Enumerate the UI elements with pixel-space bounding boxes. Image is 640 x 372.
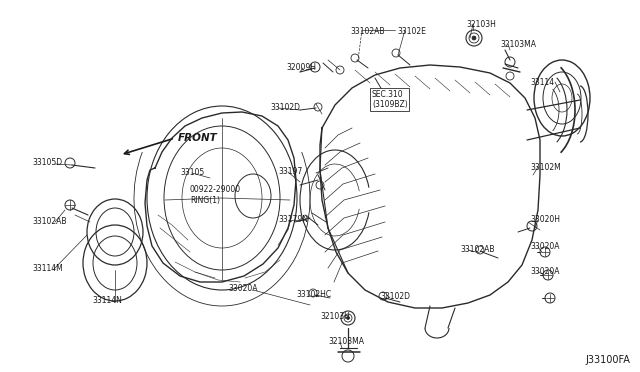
Text: 33114N: 33114N (92, 296, 122, 305)
Text: RING(1): RING(1) (190, 196, 220, 205)
Text: 33105: 33105 (180, 168, 204, 177)
Text: 33020A: 33020A (530, 267, 559, 276)
Text: 32103H: 32103H (320, 312, 350, 321)
Text: 33020A: 33020A (530, 242, 559, 251)
Text: 33197: 33197 (278, 167, 302, 176)
Text: 33114M: 33114M (32, 264, 63, 273)
Text: 33179N: 33179N (278, 215, 308, 224)
Text: 32009H: 32009H (286, 63, 316, 72)
Text: 33020H: 33020H (530, 215, 560, 224)
Text: 33105D: 33105D (32, 158, 62, 167)
Text: 33102E: 33102E (397, 27, 426, 36)
Text: 33102AB: 33102AB (350, 27, 385, 36)
Text: SEC.310
(3109BZ): SEC.310 (3109BZ) (372, 90, 408, 109)
Text: J33100FA: J33100FA (585, 355, 630, 365)
Text: 33102AB: 33102AB (460, 245, 495, 254)
Text: 33102M: 33102M (530, 163, 561, 172)
Text: 33102D: 33102D (270, 103, 300, 112)
Text: 32103H: 32103H (466, 20, 496, 29)
Text: FRONT: FRONT (178, 133, 218, 143)
Text: 33102HC: 33102HC (296, 290, 331, 299)
Text: 33102AB: 33102AB (32, 217, 67, 226)
Text: 33114: 33114 (530, 78, 554, 87)
Text: 32103MA: 32103MA (500, 40, 536, 49)
Circle shape (346, 317, 349, 320)
Circle shape (472, 36, 476, 40)
Text: 33020A: 33020A (228, 284, 257, 293)
Text: 00922-29000: 00922-29000 (190, 185, 241, 194)
Text: 32103MA: 32103MA (328, 337, 364, 346)
Text: 33102D: 33102D (380, 292, 410, 301)
